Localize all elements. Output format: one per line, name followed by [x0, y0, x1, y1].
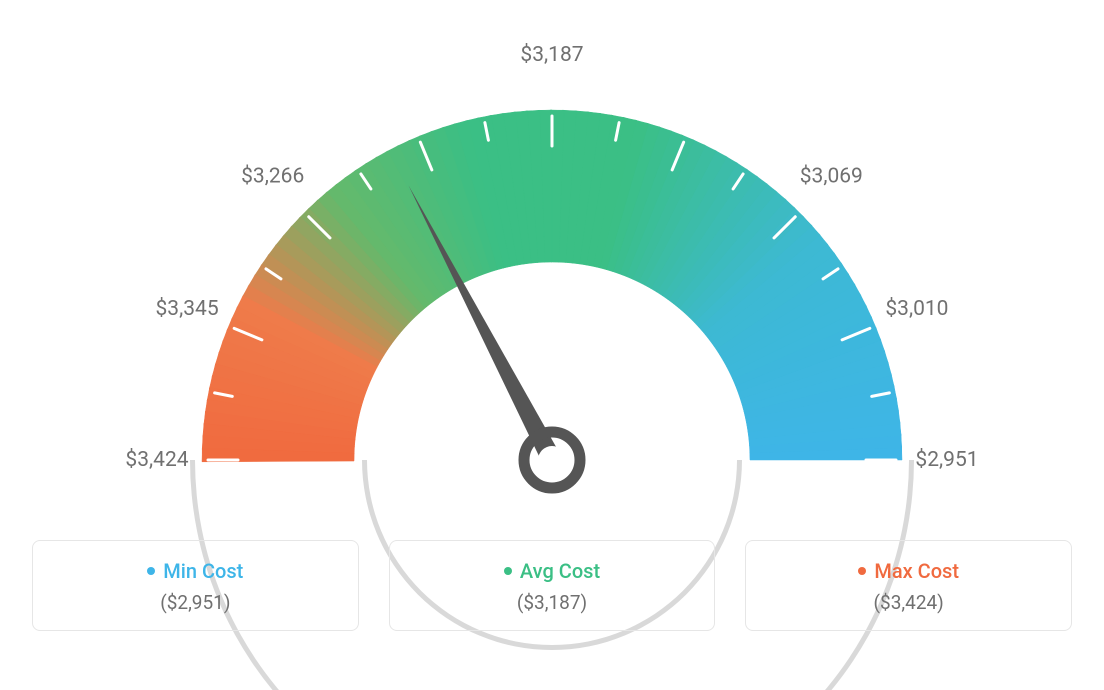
legend-avg-label: Avg Cost: [520, 559, 600, 583]
legend-card-avg: Avg Cost ($3,187): [389, 540, 716, 631]
gauge-container: $2,951 $3,010 $3,069 $3,187 $3,266 $3,345 $3,4…: [20, 30, 1084, 520]
legend-avg-dot: [504, 567, 512, 575]
legend-min-dot: [147, 567, 155, 575]
legend-max-label: Max Cost: [874, 559, 959, 583]
legend-max-dot: [858, 567, 866, 575]
gauge-tick-label: $2,951: [915, 448, 978, 472]
cost-gauge: $2,951 $3,010 $3,069 $3,187 $3,266 $3,345 $3,4…: [52, 30, 1052, 520]
gauge-tick-label: $3,266: [241, 165, 304, 189]
legend-row: Min Cost ($2,951) Avg Cost ($3,187) Max …: [32, 540, 1072, 631]
legend-card-max: Max Cost ($3,424): [745, 540, 1072, 631]
legend-avg-title: Avg Cost: [504, 559, 600, 583]
gauge-tick-label: $3,069: [800, 165, 863, 189]
gauge-tick-label: $3,424: [125, 448, 188, 472]
legend-max-title: Max Cost: [858, 559, 959, 583]
gauge-tick-label: $3,187: [520, 43, 583, 67]
gauge-tick-label: $3,345: [155, 297, 218, 321]
legend-card-min: Min Cost ($2,951): [32, 540, 359, 631]
legend-min-label: Min Cost: [163, 559, 243, 583]
legend-min-value: ($2,951): [53, 591, 338, 614]
gauge-tick-label: $3,010: [885, 297, 948, 321]
legend-max-value: ($3,424): [766, 591, 1051, 614]
legend-avg-value: ($3,187): [410, 591, 695, 614]
gauge-needle-hub-hole: [538, 446, 566, 474]
legend-min-title: Min Cost: [147, 559, 243, 583]
